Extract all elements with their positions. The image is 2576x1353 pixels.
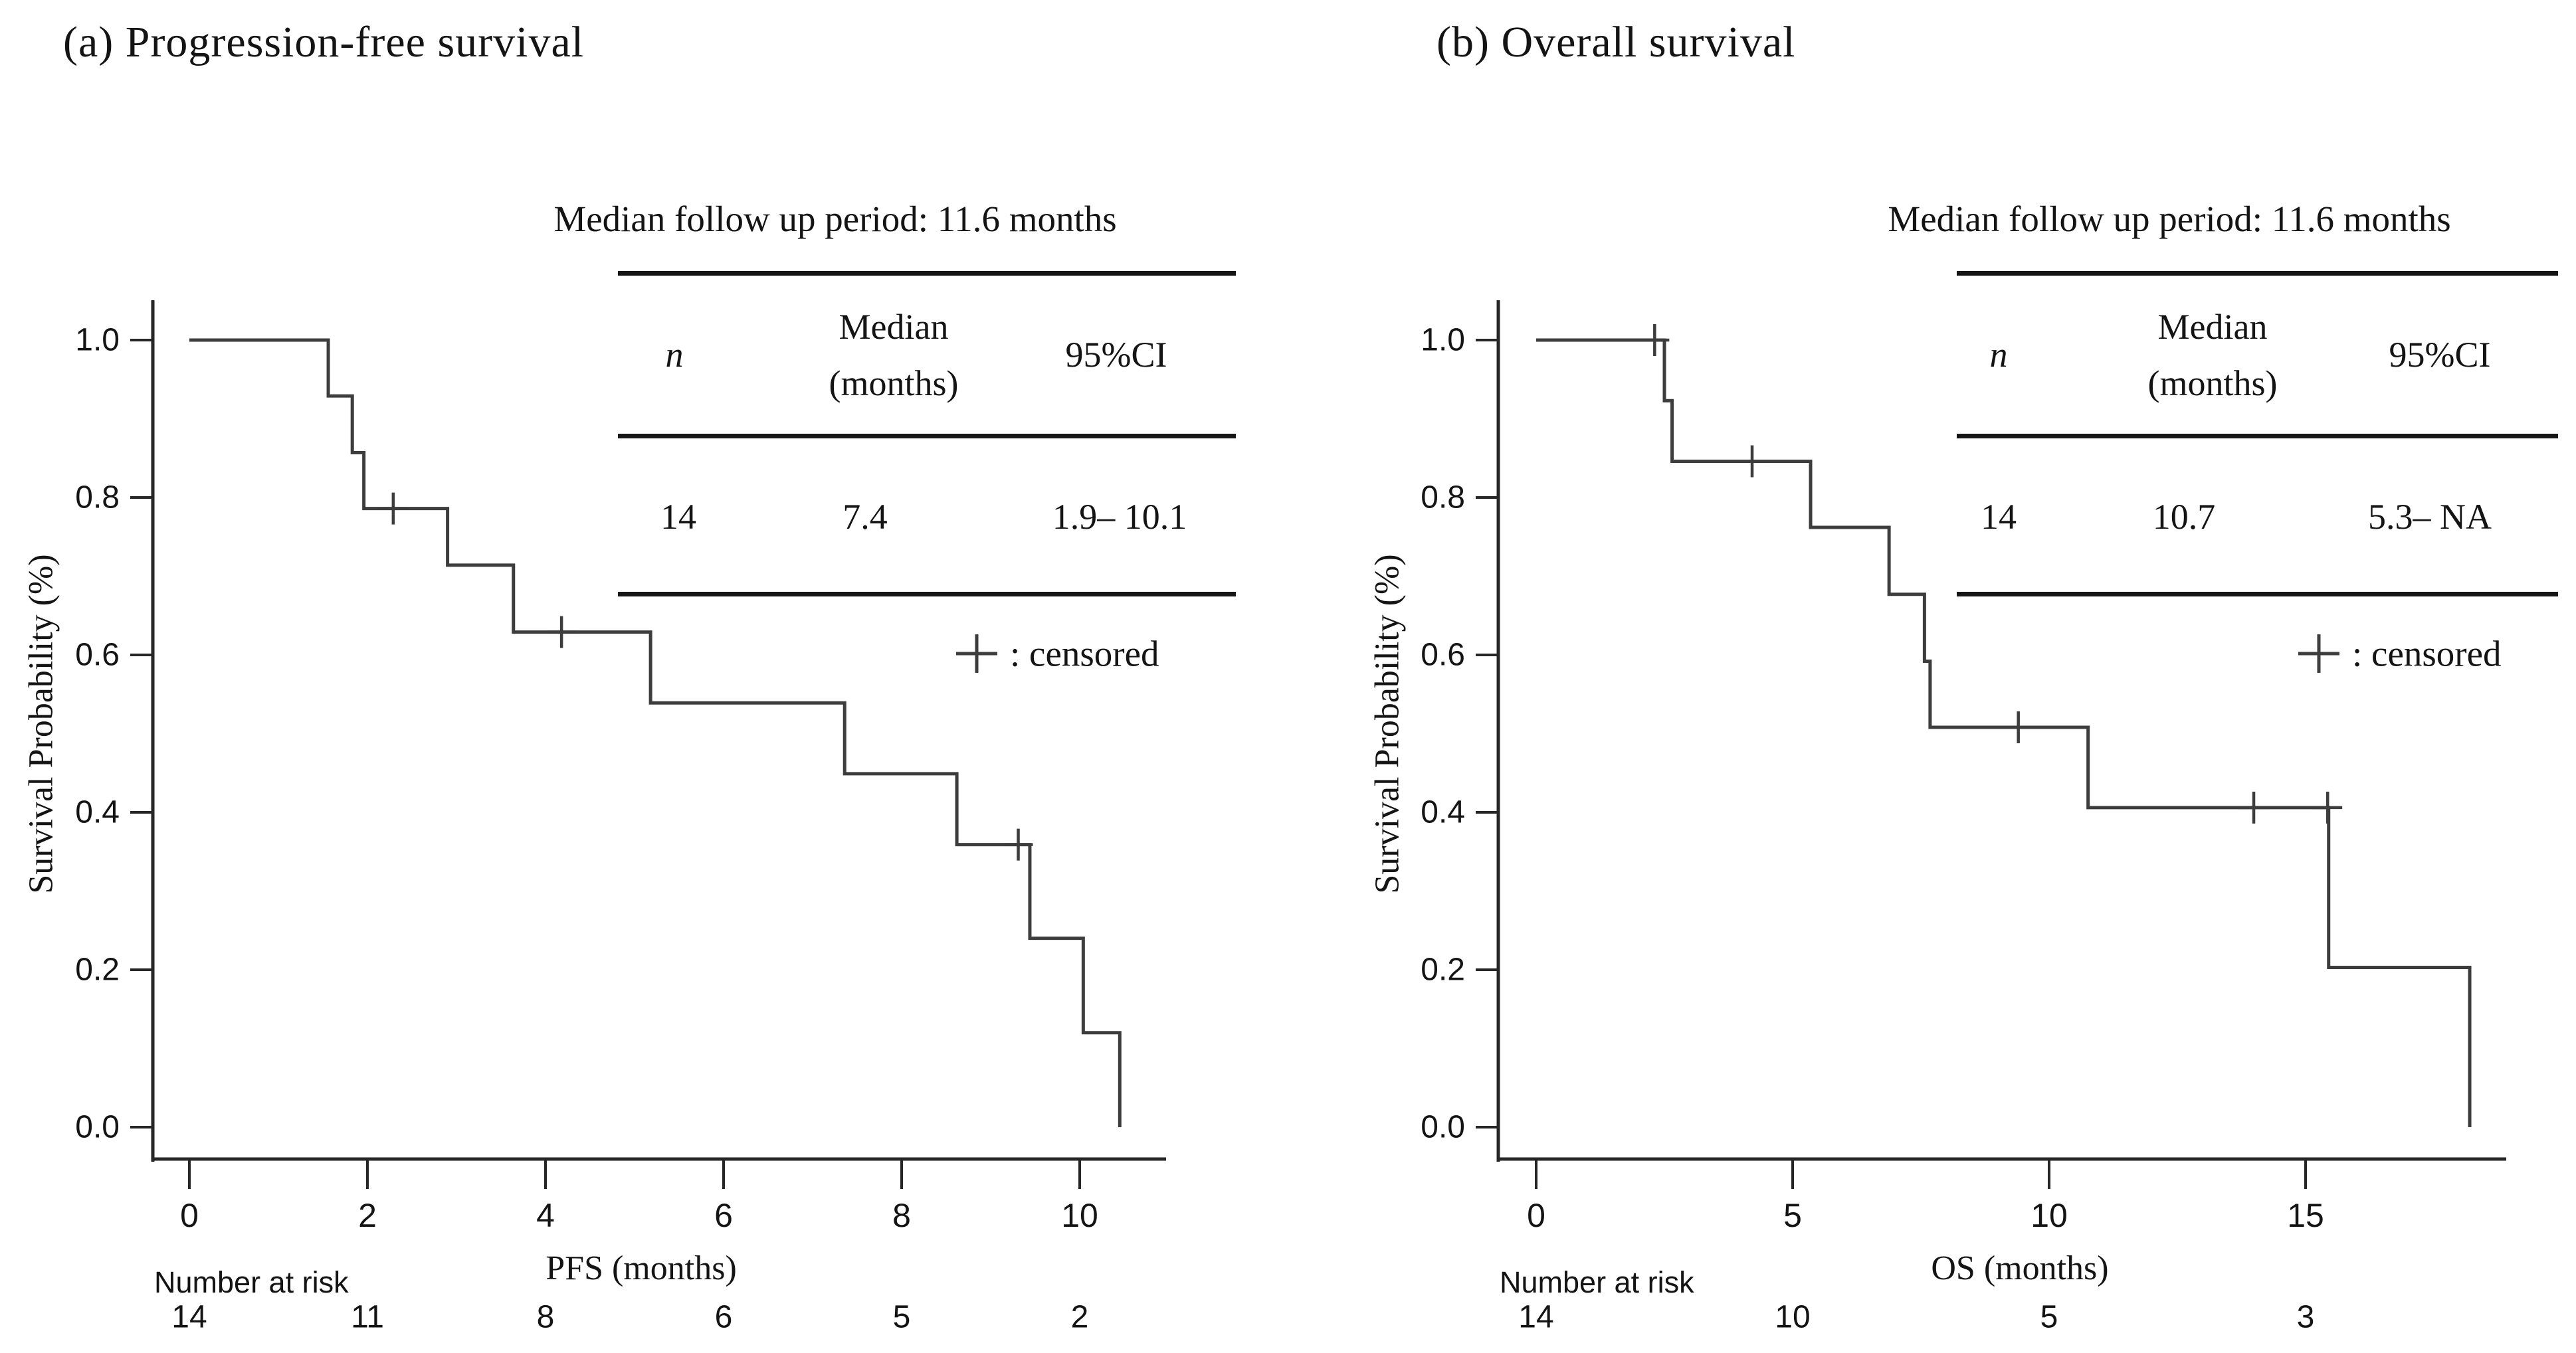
table-a-value-median: 7.4 bbox=[842, 497, 888, 537]
censor-mark bbox=[1003, 828, 1033, 861]
y-tick-label: 0.6 bbox=[75, 637, 120, 673]
table-b-header-n: n bbox=[1989, 335, 2008, 375]
table-a-value-ci: 1.9– 10.1 bbox=[1052, 497, 1187, 537]
table-b-header-median-line1: Median bbox=[2157, 307, 2268, 347]
y-tick-label: 0.2 bbox=[75, 952, 120, 988]
y-tick-label: 0.2 bbox=[1421, 952, 1465, 988]
panel-a-title: (a) Progression-free survival bbox=[63, 18, 585, 66]
panel-b-censored-legend-label: : censored bbox=[2352, 633, 2502, 674]
censor-mark bbox=[2313, 791, 2343, 824]
censor-mark bbox=[378, 492, 408, 525]
panel-b-title: (b) Overall survival bbox=[1437, 18, 1796, 66]
x-tick-label: 2 bbox=[358, 1197, 377, 1234]
number-at-risk-value: 14 bbox=[1518, 1299, 1554, 1335]
x-tick-label: 10 bbox=[2031, 1197, 2068, 1234]
panel-a-number-at-risk-header: Number at risk bbox=[154, 1265, 349, 1299]
y-tick-label: 1.0 bbox=[1421, 322, 1465, 358]
x-tick-label: 6 bbox=[714, 1197, 733, 1234]
number-at-risk-value: 14 bbox=[171, 1299, 207, 1335]
number-at-risk-value: 11 bbox=[351, 1299, 384, 1335]
number-at-risk-value: 10 bbox=[1775, 1299, 1811, 1335]
panel-b-x-axis-label: OS (months) bbox=[1931, 1249, 2109, 1287]
panel-b-followup-note: Median follow up period: 11.6 months bbox=[1888, 199, 2451, 239]
censor-mark bbox=[1737, 445, 1767, 478]
y-tick-label: 1.0 bbox=[75, 322, 120, 358]
censor-mark bbox=[2239, 791, 2269, 824]
table-b-value-n: 14 bbox=[1981, 497, 2017, 537]
y-tick-label: 0.4 bbox=[1421, 794, 1465, 830]
table-a-header-median-line2: (months) bbox=[829, 363, 959, 403]
number-at-risk-value: 2 bbox=[1070, 1299, 1089, 1335]
table-a-bottom-rule bbox=[618, 592, 1236, 596]
y-tick-label: 0.4 bbox=[75, 794, 120, 830]
censor-mark bbox=[1640, 324, 1670, 356]
table-b-mid-rule bbox=[1957, 434, 2558, 438]
y-tick-label: 0.0 bbox=[1421, 1109, 1465, 1145]
y-tick-label: 0.0 bbox=[75, 1109, 120, 1145]
x-tick-label: 0 bbox=[1527, 1197, 1545, 1234]
table-b-top-rule bbox=[1957, 271, 2558, 276]
x-tick-label: 10 bbox=[1061, 1197, 1098, 1234]
table-b-value-ci: 5.3– NA bbox=[2368, 497, 2492, 537]
number-at-risk-value: 8 bbox=[536, 1299, 555, 1335]
number-at-risk-value: 6 bbox=[714, 1299, 733, 1335]
y-tick-label: 0.6 bbox=[1421, 637, 1465, 673]
table-b-header-median-line2: (months) bbox=[2147, 363, 2278, 403]
panel-b-number-at-risk-header: Number at risk bbox=[1500, 1265, 1694, 1299]
km-curve-os bbox=[1536, 338, 2472, 1127]
x-tick-label: 4 bbox=[536, 1197, 555, 1234]
number-at-risk-value: 5 bbox=[892, 1299, 911, 1335]
x-tick-label: 0 bbox=[180, 1197, 199, 1234]
x-tick-label: 5 bbox=[1783, 1197, 1802, 1234]
panel-a-y-axis-label: Survival Probability (%) bbox=[22, 554, 60, 894]
table-a-value-n: 14 bbox=[660, 497, 696, 537]
y-tick-label: 0.8 bbox=[75, 480, 120, 515]
table-a-top-rule bbox=[618, 271, 1236, 276]
y-tick-label: 0.8 bbox=[1421, 480, 1465, 515]
x-tick-label: 8 bbox=[892, 1197, 911, 1234]
censor-mark bbox=[2003, 711, 2033, 744]
censor-plus-icon bbox=[2298, 634, 2339, 673]
table-b-bottom-rule bbox=[1957, 592, 2558, 596]
panel-a-x-axis-label: PFS (months) bbox=[545, 1249, 737, 1287]
panel-a-censored-legend-label: : censored bbox=[1010, 633, 1159, 674]
table-b-header-ci: 95%CI bbox=[2389, 335, 2491, 375]
table-b-value-median: 10.7 bbox=[2152, 497, 2216, 537]
number-at-risk-value: 5 bbox=[2040, 1299, 2058, 1335]
x-tick-label: 15 bbox=[2287, 1197, 2324, 1234]
panel-a-followup-note: Median follow up period: 11.6 months bbox=[553, 199, 1117, 239]
number-at-risk-value: 3 bbox=[2296, 1299, 2315, 1335]
table-a-header-median-line1: Median bbox=[839, 307, 949, 347]
censor-plus-icon bbox=[956, 634, 997, 673]
table-a-header-ci: 95%CI bbox=[1065, 335, 1167, 375]
table-a-mid-rule bbox=[618, 434, 1236, 438]
table-a-header-n: n bbox=[665, 335, 684, 375]
censor-mark bbox=[547, 616, 577, 648]
km-curve-pfs bbox=[189, 338, 1122, 1127]
panel-b-y-axis-label: Survival Probability (%) bbox=[1368, 554, 1407, 894]
